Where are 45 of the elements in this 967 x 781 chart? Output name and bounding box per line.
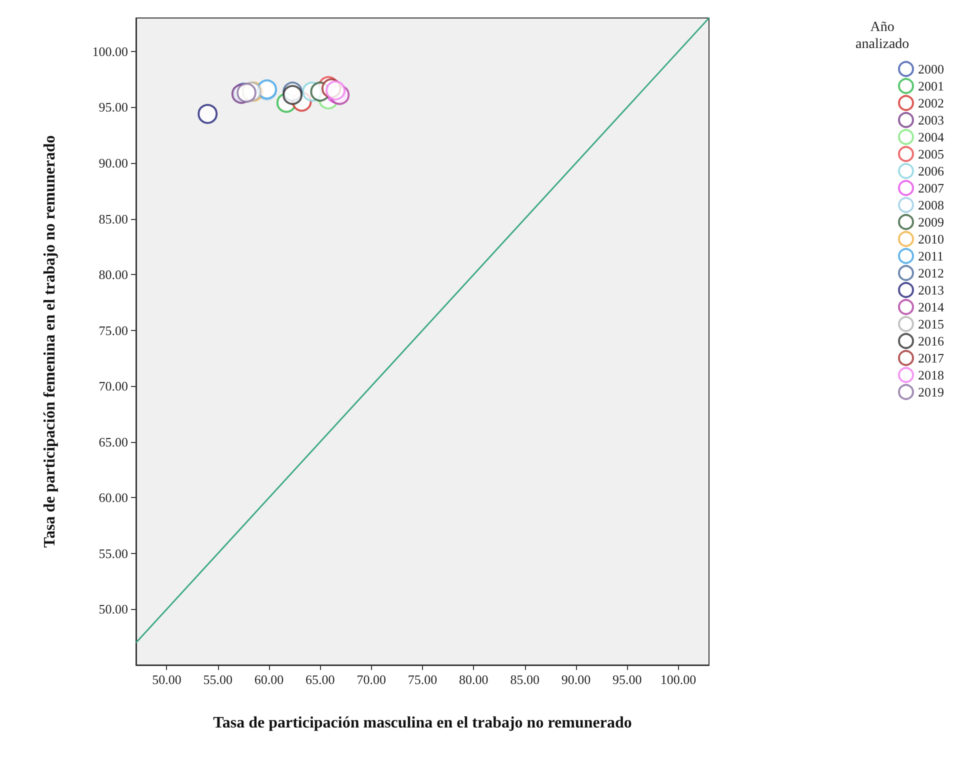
legend-label: 2017 — [918, 350, 944, 366]
legend-label: 2003 — [918, 112, 944, 128]
legend-label: 2002 — [918, 96, 944, 110]
x-tick-label: 60.00 — [254, 672, 284, 687]
y-tick-label: 85.00 — [98, 211, 128, 226]
y-tick-label: 75.00 — [98, 322, 128, 338]
x-axis-title: Tasa de participación masculina en el trabajo no remunerado — [213, 714, 632, 732]
y-tick-label: 60.00 — [98, 490, 128, 506]
x-tick-label: 75.00 — [408, 672, 438, 687]
x-tick-label: 70.00 — [356, 672, 386, 687]
legend-label: 2012 — [918, 266, 944, 280]
legend-label: 2007 — [918, 180, 944, 196]
y-tick-label: 80.00 — [98, 267, 128, 282]
x-tick-label: 100.00 — [660, 672, 696, 687]
legend-label: 2001 — [918, 78, 944, 94]
x-tick-label: 95.00 — [612, 672, 642, 687]
y-tick-label: 55.00 — [98, 546, 128, 561]
x-tick-label: 85.00 — [510, 672, 540, 687]
legend-label: 2004 — [918, 130, 944, 144]
x-tick-label: 55.00 — [203, 672, 232, 687]
legend-label: 2013 — [918, 282, 944, 298]
legend-label: 2014 — [918, 300, 944, 314]
legend-title: Año analizado — [856, 20, 910, 52]
legend-label: 2000 — [918, 62, 944, 76]
legend-label: 2006 — [918, 164, 944, 178]
legend-label: 2011 — [918, 248, 944, 264]
y-tick-label: 100.00 — [92, 44, 128, 59]
legend-label: 2008 — [918, 198, 944, 212]
legend-label: 2018 — [918, 368, 944, 382]
y-tick-label: 50.00 — [98, 602, 128, 617]
x-tick-label: 50.00 — [152, 672, 182, 687]
y-tick-label: 65.00 — [98, 434, 128, 450]
y-tick-label: 95.00 — [98, 100, 128, 115]
legend-label: 2019 — [918, 384, 944, 400]
y-axis-title: Tasa de participación femenina en el trabajo no remunerado — [42, 135, 58, 548]
legend-label: 2016 — [918, 334, 944, 348]
legend-label: 2009 — [918, 214, 944, 230]
legend-label: 2015 — [918, 316, 944, 332]
x-tick-label: 90.00 — [561, 672, 591, 687]
x-tick-label: 65.00 — [306, 672, 335, 687]
y-tick-label: 70.00 — [98, 378, 128, 394]
y-tick-label: 90.00 — [98, 156, 128, 171]
x-tick-label: 80.00 — [459, 672, 488, 687]
legend-label: 2005 — [918, 146, 944, 162]
legend-label: 2010 — [918, 232, 944, 246]
